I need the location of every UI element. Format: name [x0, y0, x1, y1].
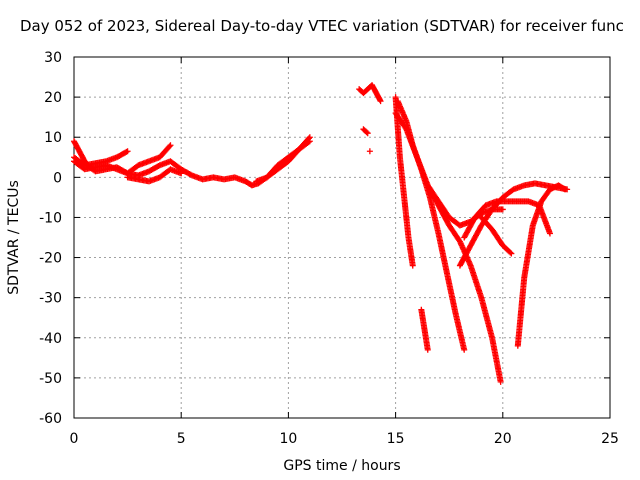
- y-tick-label: 0: [53, 170, 62, 186]
- chart-title: Day 052 of 2023, Sidereal Day-to-day VTE…: [20, 17, 624, 35]
- x-tick-label: 25: [601, 431, 619, 447]
- data-point: [560, 185, 567, 192]
- series-track-early-4: [124, 166, 185, 185]
- data-point: [167, 142, 174, 149]
- series-track-13a: [356, 82, 384, 105]
- y-tick-label: -20: [39, 251, 62, 267]
- y-tick-label: 30: [44, 50, 62, 66]
- y-tick-label: -30: [39, 291, 62, 307]
- series-track-20: [514, 182, 568, 349]
- series-track-19: [478, 214, 515, 257]
- data-point: [364, 130, 371, 137]
- data-point: [424, 346, 431, 353]
- y-tick-label: 20: [44, 90, 62, 106]
- data-point: [306, 138, 313, 145]
- x-tick-label: 20: [494, 431, 512, 447]
- data-point: [546, 230, 553, 237]
- series-track-early-5: [253, 138, 313, 185]
- data-point: [497, 378, 504, 385]
- data-point: [363, 129, 370, 136]
- data-point: [305, 139, 312, 146]
- y-tick-label: 10: [44, 130, 62, 146]
- x-tick-label: 5: [177, 431, 186, 447]
- data-point: [166, 143, 173, 150]
- y-tick-label: -40: [39, 331, 62, 347]
- data-point: [409, 262, 416, 269]
- data-points: [71, 82, 571, 385]
- data-point: [124, 148, 131, 155]
- data-point: [377, 98, 384, 105]
- y-tick-label: -60: [39, 411, 62, 427]
- data-point: [508, 250, 515, 257]
- x-tick-label: 0: [70, 431, 79, 447]
- plot-frame: [73, 56, 611, 419]
- series-track-18b: [461, 198, 553, 241]
- data-point: [123, 148, 130, 155]
- y-tick-label: -50: [39, 371, 62, 387]
- tick-labels: 0 5 10 15 20 25 -60 -50 -40 -30 -20 -10 0 10 20 30: [39, 50, 619, 447]
- axes: [73, 56, 611, 419]
- y-axis-label: SDTVAR / TECUs: [6, 180, 22, 295]
- series-track-early-3: [71, 148, 131, 169]
- data-point: [561, 186, 568, 193]
- x-tick-label: 15: [387, 431, 405, 447]
- series-track-16: [418, 306, 431, 353]
- data-point: [178, 170, 185, 177]
- y-tick-label: -10: [39, 210, 62, 226]
- data-point: [507, 249, 514, 256]
- series-track-early-2: [71, 142, 174, 177]
- series-track-13b: [360, 126, 371, 137]
- x-axis-label: GPS time / hours: [283, 458, 400, 474]
- data-point: [366, 148, 373, 155]
- data-point: [461, 346, 468, 353]
- x-tick-label: 10: [279, 431, 297, 447]
- data-point: [499, 206, 506, 213]
